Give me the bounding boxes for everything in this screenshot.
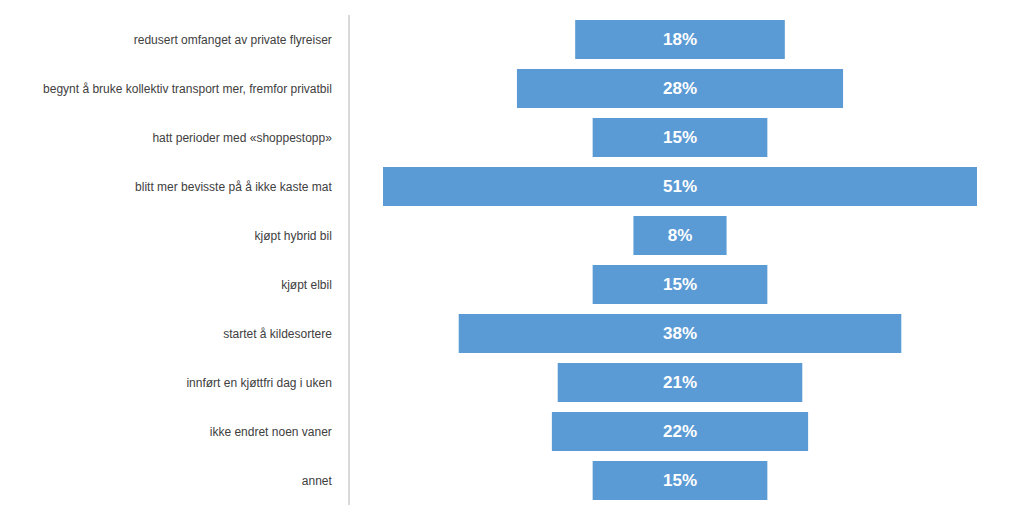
svg-text:ikke endret noen vaner: ikke endret noen vaner	[210, 425, 332, 439]
svg-text:38%: 38%	[663, 324, 697, 343]
svg-text:28%: 28%	[663, 79, 697, 98]
svg-text:15%: 15%	[663, 471, 697, 490]
svg-text:begynt å bruke kollektiv trans: begynt å bruke kollektiv transport mer, …	[43, 82, 332, 96]
svg-text:51%: 51%	[663, 177, 697, 196]
svg-text:21%: 21%	[663, 373, 697, 392]
svg-text:8%: 8%	[668, 226, 693, 245]
svg-text:kjøpt elbil: kjøpt elbil	[281, 278, 332, 292]
svg-text:hatt perioder med «shoppestopp: hatt perioder med «shoppestopp»	[152, 131, 332, 145]
svg-text:kjøpt hybrid bil: kjøpt hybrid bil	[254, 229, 331, 243]
svg-text:redusert omfanget av private f: redusert omfanget av private flyreiser	[134, 33, 332, 47]
svg-text:blitt mer bevisste på å ikke k: blitt mer bevisste på å ikke kaste mat	[135, 180, 332, 194]
svg-text:18%: 18%	[663, 30, 697, 49]
svg-text:15%: 15%	[663, 128, 697, 147]
svg-text:startet å kildesortere: startet å kildesortere	[223, 327, 332, 341]
svg-text:annet: annet	[302, 474, 333, 488]
svg-text:innført en kjøttfri dag i uken: innført en kjøttfri dag i uken	[186, 376, 331, 390]
svg-text:22%: 22%	[663, 422, 697, 441]
svg-text:15%: 15%	[663, 275, 697, 294]
